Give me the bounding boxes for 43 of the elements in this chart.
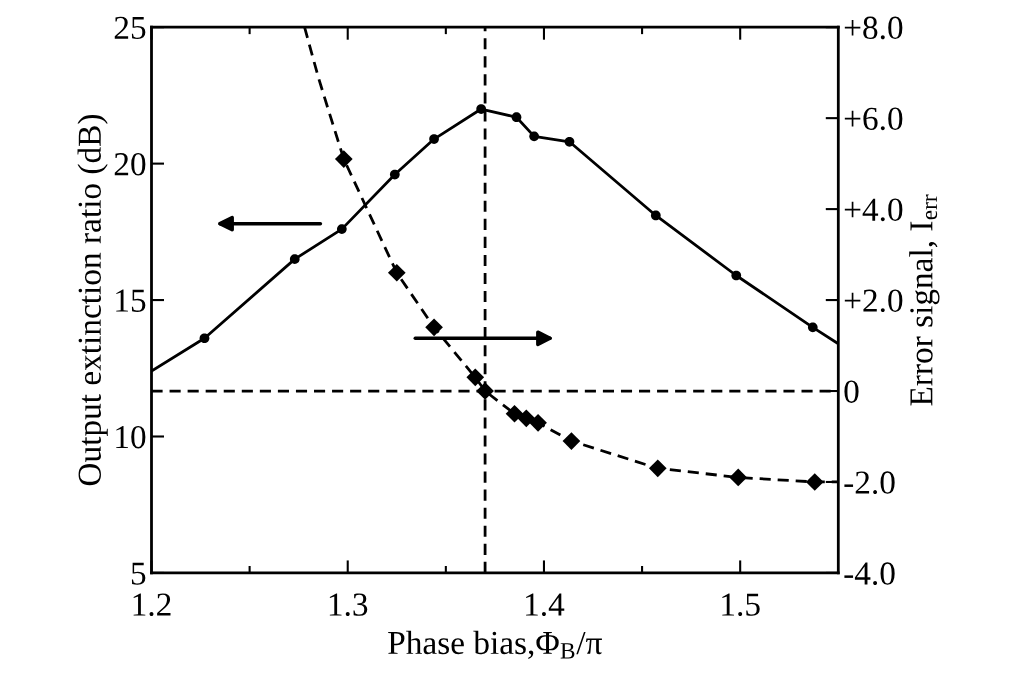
point — [564, 136, 575, 147]
point — [529, 414, 547, 432]
y-axis-title: Output extinction ratio (dB) — [77, 114, 108, 486]
point — [505, 404, 524, 423]
x-tick-label: 1.4 — [526, 593, 565, 616]
point — [476, 104, 487, 114]
y2-tick-label: +6.0 — [844, 107, 903, 131]
y-tick-label: 25 — [114, 16, 146, 40]
point — [511, 112, 522, 123]
point — [336, 224, 347, 234]
y-tick-label: 10 — [116, 425, 146, 449]
point — [805, 473, 824, 491]
point — [476, 382, 494, 400]
x-tick-label: 1.5 — [722, 593, 760, 616]
x-tick-label: 1.3 — [329, 593, 368, 616]
point — [517, 409, 536, 428]
point — [562, 432, 581, 450]
point — [729, 468, 748, 487]
y2-tick-label: -4.0 — [844, 562, 895, 585]
y2-tick-label: -2.0 — [844, 471, 895, 495]
point — [334, 150, 353, 168]
point — [807, 322, 818, 333]
point — [648, 459, 667, 478]
point — [389, 169, 400, 180]
y-tick-label: 5 — [131, 562, 146, 585]
y2-tick-label: 0 — [844, 380, 859, 403]
point — [529, 131, 540, 142]
point — [199, 333, 210, 344]
y2-axis-title: Error signal, I$_{err}$ — [909, 194, 940, 406]
y2-tick-label: +2.0 — [844, 289, 903, 313]
point — [289, 254, 300, 264]
y-tick-label: 15 — [116, 289, 146, 312]
y-tick-label: 20 — [114, 153, 146, 176]
point — [466, 368, 485, 387]
point — [650, 210, 661, 221]
point — [731, 270, 742, 281]
point — [429, 134, 439, 144]
point — [387, 263, 406, 282]
x-axis-title: Phase bias,Φ$_{B}$/π — [388, 630, 602, 659]
y2-tick-label: +8.0 — [844, 16, 903, 40]
y2-tick-label: +4.0 — [844, 198, 903, 222]
point — [425, 318, 443, 337]
x-tick-label: 1.2 — [133, 593, 171, 616]
